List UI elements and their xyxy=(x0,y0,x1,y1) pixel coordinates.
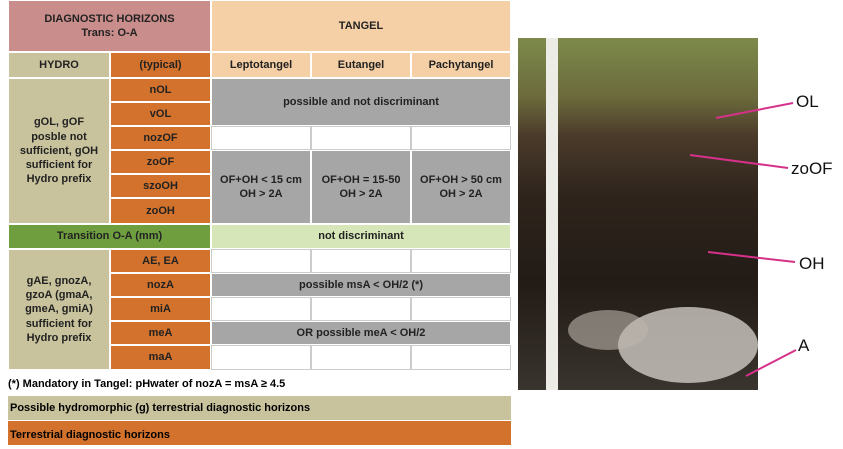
empty-cell xyxy=(211,297,311,321)
empty-cell xyxy=(411,126,511,150)
photo-label: OH xyxy=(799,254,825,273)
empty-cell xyxy=(211,126,311,150)
diagnostic-header: DIAGNOSTIC HORIZONS Trans: O-A xyxy=(8,0,211,52)
a-horizon-patch xyxy=(568,310,648,350)
tangel-header: TANGEL xyxy=(211,0,511,52)
header-title: DIAGNOSTIC HORIZONS xyxy=(44,12,175,25)
cell-line: OF+OH = 15-50 xyxy=(321,173,401,186)
photo-label: zoOF xyxy=(791,159,833,178)
empty-cell xyxy=(311,345,411,370)
legend-hydromorphic: Possible hydromorphic (g) terrestrial di… xyxy=(8,396,511,420)
empty-cell xyxy=(311,297,411,321)
subheader-cell: (typical) xyxy=(110,52,211,78)
footnote: (*) Mandatory in Tangel: pHwater of nozA… xyxy=(8,378,286,390)
horizon: meA xyxy=(110,321,211,345)
thickness-cell: OF+OH > 50 cm OH > 2A xyxy=(411,150,511,224)
a-group-label: gAE, gnozA, gzoA (gmaA, gmeA, gmiA) suff… xyxy=(8,249,110,370)
header-sub: Trans: O-A xyxy=(81,27,138,39)
ol-note: possible and not discriminant xyxy=(211,78,511,126)
photo-label: OL xyxy=(796,92,819,111)
horizon: zoOF xyxy=(110,150,211,174)
photo-label: A xyxy=(798,336,810,355)
noza-note: possible msA < OH/2 (*) xyxy=(211,273,511,297)
cell-line: OF+OH < 15 cm xyxy=(220,173,302,186)
mea-note: OR possible meA < OH/2 xyxy=(211,321,511,345)
horizon: maA xyxy=(110,345,211,370)
horizon: szoOH xyxy=(110,174,211,198)
a-horizon-patch xyxy=(618,307,758,383)
tangel-title: TANGEL xyxy=(338,19,384,32)
horizon: zoOH xyxy=(110,198,211,224)
horizon: nozA xyxy=(110,273,211,297)
cell-line: OH > 2A xyxy=(339,188,383,200)
transition-note: not discriminant xyxy=(211,224,511,249)
soil-photo xyxy=(518,38,797,390)
empty-cell xyxy=(211,249,311,273)
thickness-cell: OF+OH < 15 cm OH > 2A xyxy=(211,150,311,224)
subheader-cell: HYDRO xyxy=(8,52,110,78)
horizon: vOL xyxy=(110,102,211,126)
subheader-cell: Eutangel xyxy=(311,52,411,78)
empty-cell xyxy=(411,249,511,273)
pointer xyxy=(745,349,797,377)
cell-line: OH > 2A xyxy=(439,188,483,200)
empty-cell xyxy=(311,249,411,273)
pointer xyxy=(715,102,794,119)
horizon: AE, EA xyxy=(110,249,211,273)
empty-cell xyxy=(411,345,511,370)
thickness-cell: OF+OH = 15-50 OH > 2A xyxy=(311,150,411,224)
measuring-stick xyxy=(546,38,558,390)
horizon: miA xyxy=(110,297,211,321)
pointer xyxy=(707,251,796,263)
empty-cell xyxy=(211,345,311,370)
horizon: nozOF xyxy=(110,126,211,150)
pointer xyxy=(689,154,789,169)
horizon: nOL xyxy=(110,78,211,102)
subheader-cell: Leptotangel xyxy=(211,52,311,78)
transition-label: Transition O-A (mm) xyxy=(8,224,211,249)
cell-line: OH > 2A xyxy=(239,188,283,200)
empty-cell xyxy=(311,126,411,150)
o-group-label: gOL, gOF posble not sufficient, gOH suff… xyxy=(8,78,110,224)
cell-line: OF+OH > 50 cm xyxy=(420,173,502,186)
subheader-cell: Pachytangel xyxy=(411,52,511,78)
empty-cell xyxy=(411,297,511,321)
legend-terrestrial: Terrestrial diagnostic horizons xyxy=(8,421,511,445)
